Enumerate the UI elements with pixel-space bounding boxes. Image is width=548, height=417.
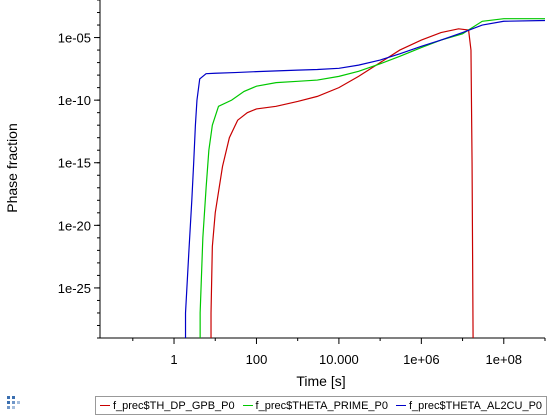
y-tick-label: 1e-05 <box>58 31 91 46</box>
x-tick-label: 10.000 <box>319 352 359 367</box>
legend-item: f_prec$THETA_AL2CU_P0 <box>395 399 543 412</box>
legend-swatch <box>99 405 110 406</box>
legend-swatch <box>395 405 406 406</box>
x-axis-ticks: 1 100 10.000 1e+06 1e+08 <box>132 338 546 367</box>
plot-area <box>99 0 545 339</box>
y-tick-label: 1e-20 <box>58 218 91 233</box>
x-axis-title: Time [s] <box>296 373 345 389</box>
phase-fraction-chart: 1 100 10.000 1e+06 1e+08 1e-05 1e-10 1e-15 1e-2… <box>4 0 546 389</box>
y-axis-title: Phase fraction <box>4 123 20 213</box>
legend-label: f_prec$THETA_AL2CU_P0 <box>408 399 543 412</box>
chart-legend: f_prec$TH_DP_GPB_P0 f_prec$THETA_PRIME_P0… <box>95 396 547 415</box>
y-tick-label: 1e-15 <box>58 156 91 171</box>
x-tick-label: 1e+08 <box>486 352 523 367</box>
legend-swatch <box>242 405 253 406</box>
legend-item: f_prec$THETA_PRIME_P0 <box>242 399 389 412</box>
x-tick-label: 100 <box>246 352 268 367</box>
legend-label: f_prec$THETA_PRIME_P0 <box>255 399 389 412</box>
series-lines <box>184 18 546 339</box>
legend-label: f_prec$TH_DP_GPB_P0 <box>112 399 235 412</box>
grid-dots-icon <box>7 396 20 409</box>
series-line-1 <box>210 28 474 339</box>
y-tick-label: 1e-25 <box>58 281 91 296</box>
x-tick-label: 1e+06 <box>403 352 440 367</box>
y-axis-ticks: 1e-05 1e-10 1e-15 1e-20 1e-25 <box>58 0 100 339</box>
series-line-3 <box>184 19 546 338</box>
series-line-2 <box>199 18 545 338</box>
x-tick-label: 1 <box>170 352 177 367</box>
legend-item: f_prec$TH_DP_GPB_P0 <box>99 399 235 412</box>
y-tick-label: 1e-10 <box>58 93 91 108</box>
